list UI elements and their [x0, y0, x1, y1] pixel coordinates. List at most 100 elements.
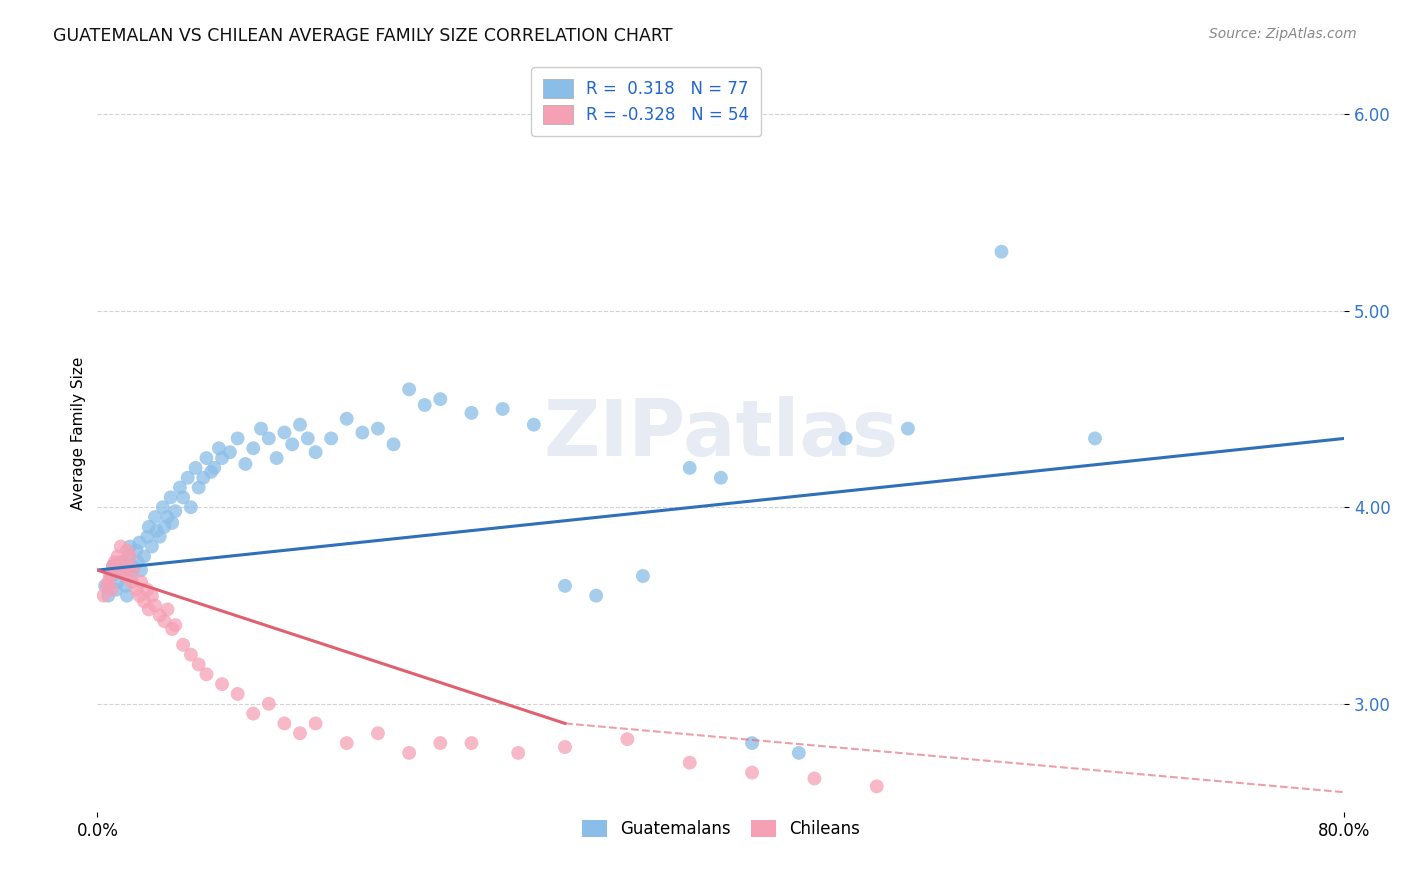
Point: [103, 555, 125, 569]
Point: [281, 437, 304, 451]
Point: [101, 559, 124, 574]
Point: [153, 520, 176, 534]
Point: [460, 406, 482, 420]
Point: [413, 398, 436, 412]
Point: [187, 657, 209, 672]
Point: [117, 559, 139, 574]
Point: [242, 442, 264, 456]
Point: [115, 589, 138, 603]
Point: [105, 563, 128, 577]
Point: [321, 432, 343, 446]
Point: [136, 530, 159, 544]
Point: [554, 739, 576, 754]
Point: [160, 622, 183, 636]
Point: [257, 697, 280, 711]
Point: [143, 510, 166, 524]
Point: [125, 582, 148, 597]
Point: [165, 618, 187, 632]
Point: [336, 736, 359, 750]
Point: [98, 569, 121, 583]
Point: [297, 432, 319, 446]
Point: [143, 599, 166, 613]
Point: [165, 504, 187, 518]
Point: [631, 569, 654, 583]
Point: [382, 437, 405, 451]
Point: [990, 244, 1012, 259]
Point: [585, 589, 607, 603]
Point: [107, 574, 129, 589]
Point: [93, 589, 115, 603]
Point: [96, 579, 118, 593]
Point: [834, 432, 856, 446]
Point: [115, 543, 138, 558]
Point: [136, 582, 159, 597]
Legend: Guatemalans, Chileans: Guatemalans, Chileans: [575, 814, 866, 845]
Point: [127, 555, 149, 569]
Point: [110, 540, 132, 554]
Point: [156, 510, 179, 524]
Point: [336, 411, 359, 425]
Point: [169, 481, 191, 495]
Point: [304, 445, 326, 459]
Point: [257, 432, 280, 446]
Point: [121, 574, 143, 589]
Text: GUATEMALAN VS CHILEAN AVERAGE FAMILY SIZE CORRELATION CHART: GUATEMALAN VS CHILEAN AVERAGE FAMILY SIZ…: [53, 27, 673, 45]
Point: [122, 563, 145, 577]
Point: [97, 589, 120, 603]
Point: [195, 451, 218, 466]
Point: [180, 648, 202, 662]
Point: [491, 401, 513, 416]
Point: [616, 732, 638, 747]
Point: [679, 461, 702, 475]
Point: [242, 706, 264, 721]
Point: [1084, 432, 1107, 446]
Point: [523, 417, 546, 432]
Point: [787, 746, 810, 760]
Point: [141, 589, 163, 603]
Point: [129, 563, 152, 577]
Point: [120, 549, 142, 564]
Point: [111, 555, 134, 569]
Point: [710, 471, 733, 485]
Point: [803, 772, 825, 786]
Point: [172, 638, 194, 652]
Point: [273, 425, 295, 440]
Point: [288, 726, 311, 740]
Point: [398, 382, 420, 396]
Point: [208, 442, 231, 456]
Point: [110, 555, 132, 569]
Point: [107, 549, 129, 564]
Point: [120, 540, 142, 554]
Point: [398, 746, 420, 760]
Point: [195, 667, 218, 681]
Point: [367, 421, 389, 435]
Point: [226, 687, 249, 701]
Point: [304, 716, 326, 731]
Point: [114, 579, 136, 593]
Point: [121, 569, 143, 583]
Text: ZIPatlas: ZIPatlas: [543, 395, 898, 472]
Point: [112, 563, 135, 577]
Point: [159, 491, 181, 505]
Point: [141, 540, 163, 554]
Point: [226, 432, 249, 446]
Point: [429, 736, 451, 750]
Point: [288, 417, 311, 432]
Point: [122, 559, 145, 574]
Point: [250, 421, 273, 435]
Point: [180, 500, 202, 515]
Point: [202, 461, 225, 475]
Point: [429, 392, 451, 406]
Point: [352, 425, 374, 440]
Point: [134, 549, 156, 564]
Point: [679, 756, 702, 770]
Point: [741, 736, 763, 750]
Point: [117, 549, 139, 564]
Point: [172, 491, 194, 505]
Point: [184, 461, 207, 475]
Point: [100, 569, 122, 583]
Point: [153, 614, 176, 628]
Point: [211, 451, 233, 466]
Point: [111, 563, 134, 577]
Point: [508, 746, 530, 760]
